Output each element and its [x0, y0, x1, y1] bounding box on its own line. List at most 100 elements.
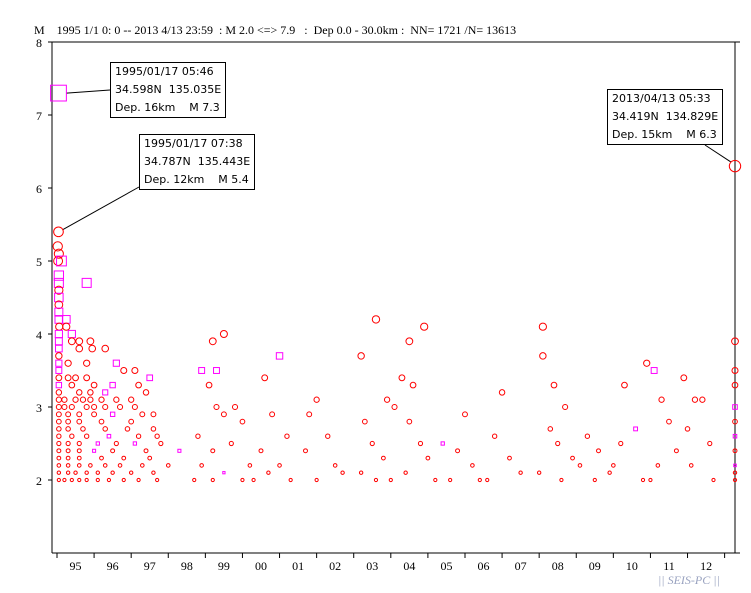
- event-circle-marker: [151, 470, 156, 475]
- annotation-box-2013: 2013/04/13 05:33 34.419N 134.829E Dep. 15k…: [607, 89, 724, 145]
- event-square-marker: [54, 315, 64, 324]
- event-circle-marker: [680, 374, 688, 382]
- event-circle-marker: [154, 433, 160, 439]
- event-circle-marker: [383, 396, 391, 403]
- event-square-marker: [95, 441, 100, 446]
- event-circle-marker: [732, 470, 738, 475]
- event-circle-marker: [621, 381, 628, 389]
- event-circle-marker: [56, 477, 61, 483]
- event-circle-marker: [76, 418, 83, 425]
- x-tick-label: 96: [107, 559, 119, 573]
- event-circle-marker: [314, 477, 319, 483]
- event-circle-marker: [361, 418, 368, 425]
- event-circle-marker: [55, 352, 63, 360]
- event-circle-marker: [205, 381, 213, 389]
- event-circle-marker: [559, 477, 564, 483]
- event-circle-marker: [618, 440, 624, 447]
- event-square-marker: [50, 84, 67, 102]
- event-circle-marker: [87, 389, 94, 396]
- event-circle-marker: [65, 411, 72, 418]
- event-circle-marker: [65, 440, 71, 447]
- event-circle-marker: [550, 381, 558, 389]
- event-circle-marker: [306, 411, 313, 418]
- event-circle-marker: [72, 396, 79, 403]
- event-circle-marker: [640, 477, 646, 483]
- event-square-marker: [55, 367, 63, 374]
- event-circle-marker: [584, 433, 591, 439]
- event-square-marker: [146, 374, 154, 382]
- y-tick-label: 5: [36, 255, 42, 269]
- event-square-marker: [275, 352, 284, 360]
- annotation-leader-line: [704, 144, 732, 163]
- event-circle-marker: [88, 344, 97, 353]
- event-circle-marker: [155, 477, 160, 483]
- event-circle-marker: [139, 411, 146, 418]
- event-circle-marker: [247, 463, 253, 468]
- event-circle-marker: [448, 477, 453, 483]
- event-square-marker: [633, 426, 639, 432]
- x-tick-label: 02: [329, 559, 341, 573]
- event-square-marker: [53, 270, 64, 281]
- event-circle-marker: [711, 477, 716, 483]
- event-circle-marker: [62, 477, 67, 483]
- event-circle-marker: [420, 322, 429, 331]
- event-circle-marker: [406, 418, 413, 425]
- event-circle-marker: [79, 396, 87, 403]
- x-tick-label: 07: [515, 559, 527, 573]
- event-circle-marker: [128, 396, 135, 403]
- event-circle-marker: [592, 477, 597, 483]
- annotation-coords: 34.419N 134.829E: [612, 110, 719, 123]
- event-circle-marker: [547, 426, 554, 432]
- event-circle-marker: [699, 396, 706, 403]
- event-square-marker: [440, 441, 445, 446]
- event-circle-marker: [219, 330, 228, 338]
- event-circle-marker: [61, 403, 68, 411]
- event-square-marker: [53, 277, 64, 288]
- event-circle-marker: [288, 477, 293, 483]
- y-tick-label: 8: [36, 36, 42, 50]
- event-circle-marker: [65, 448, 71, 454]
- event-circle-marker: [691, 396, 699, 403]
- event-circle-marker: [95, 470, 100, 475]
- event-circle-marker: [99, 455, 104, 461]
- event-circle-marker: [210, 448, 216, 454]
- x-tick-label: 00: [255, 559, 267, 573]
- event-circle-marker: [405, 337, 414, 346]
- event-circle-marker: [56, 470, 62, 475]
- event-circle-marker: [409, 381, 417, 389]
- event-circle-marker: [251, 477, 256, 483]
- event-circle-marker: [53, 248, 64, 259]
- annotation-date: 1995/01/17 05:46: [115, 65, 214, 78]
- event-circle-marker: [52, 241, 63, 252]
- event-circle-marker: [340, 470, 345, 475]
- event-circle-marker: [433, 477, 438, 483]
- event-square-marker: [54, 307, 64, 317]
- event-square-marker: [61, 315, 71, 324]
- event-circle-marker: [83, 359, 91, 367]
- event-circle-marker: [84, 433, 90, 439]
- event-circle-marker: [498, 389, 506, 396]
- event-circle-marker: [381, 455, 386, 461]
- event-square-marker: [106, 433, 112, 439]
- event-circle-marker: [110, 448, 116, 454]
- event-circle-marker: [607, 470, 612, 475]
- event-circle-marker: [507, 455, 512, 461]
- event-circle-marker: [110, 470, 115, 475]
- event-square-marker: [109, 381, 116, 389]
- event-circle-marker: [539, 352, 547, 360]
- event-circle-marker: [128, 418, 135, 425]
- event-circle-marker: [84, 477, 89, 483]
- event-circle-marker: [303, 448, 308, 454]
- event-circle-marker: [91, 403, 98, 411]
- event-circle-marker: [358, 470, 364, 475]
- event-circle-marker: [577, 463, 583, 468]
- event-circle-marker: [73, 470, 78, 475]
- event-circle-marker: [124, 426, 131, 432]
- event-circle-marker: [536, 470, 542, 475]
- event-circle-marker: [147, 455, 153, 461]
- event-square-marker: [102, 389, 109, 396]
- event-circle-marker: [258, 448, 264, 454]
- event-circle-marker: [113, 396, 120, 403]
- y-tick-label: 2: [36, 474, 42, 488]
- event-circle-marker: [357, 352, 365, 360]
